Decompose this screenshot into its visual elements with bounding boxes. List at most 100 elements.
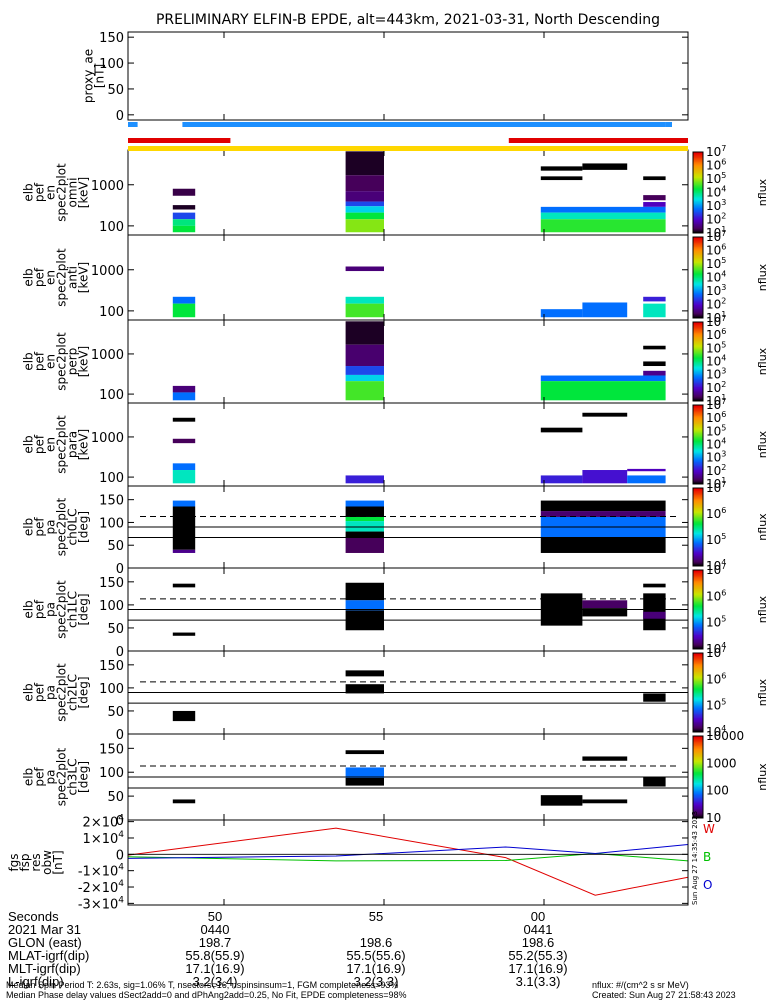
- colorbar-segment: [693, 286, 703, 289]
- fgm-bar: [508, 138, 688, 143]
- colorbar-segment: [693, 307, 703, 310]
- colorbar-segment: [693, 627, 703, 630]
- colorbar-segment: [693, 772, 703, 775]
- colorbar-segment: [693, 435, 703, 438]
- row-mlat-header: MLAT-igrf(dip): [8, 948, 90, 963]
- colorbar-label: nflux: [756, 347, 769, 375]
- colorbar-segment: [693, 251, 703, 254]
- tick-exponent: 4: [118, 895, 124, 905]
- glon-cell: 198.6: [521, 935, 555, 950]
- colorbar-segment: [693, 693, 703, 696]
- spectrogram-cell: [540, 219, 666, 233]
- colorbar-segment: [693, 638, 703, 641]
- colorbar-segment: [693, 717, 703, 720]
- colorbar-segment: [693, 357, 703, 360]
- colorbar-segment: [693, 247, 703, 250]
- colorbar-segment: [693, 447, 703, 449]
- colorbar-segment: [693, 329, 703, 332]
- colorbar-segment: [693, 755, 703, 757]
- tick-exponent: 1: [721, 225, 726, 234]
- ylabel-line: para: [66, 431, 80, 458]
- spectrogram-cell: [345, 475, 384, 484]
- y-tick-label: 0: [116, 728, 124, 743]
- colorbar-segment: [693, 365, 703, 368]
- colorbar-segment: [693, 815, 703, 818]
- colorbar-segment: [693, 740, 703, 742]
- ylabel-line: [keV]: [77, 177, 91, 208]
- y-tick-label: 0: [116, 814, 124, 829]
- colorbar-segment: [693, 543, 703, 546]
- colorbar-segment: [693, 416, 703, 419]
- colorbar-segment: [693, 375, 703, 378]
- l-cell: 3.1(3.3): [515, 974, 561, 989]
- ylabel-line: [keV]: [77, 262, 91, 293]
- spectrogram-cell: [172, 212, 196, 220]
- status-bars: [128, 122, 688, 151]
- y-tick-label: 1000: [91, 179, 124, 194]
- ylabel-line: spec2plot: [55, 415, 69, 474]
- colorbar-segment: [693, 752, 703, 755]
- seconds-cell: 00: [530, 909, 546, 924]
- colorbar-segment: [693, 560, 703, 563]
- spectrogram-cell: [540, 427, 583, 433]
- colorbar-segment: [693, 809, 703, 812]
- ylabel-line: pa: [44, 685, 58, 700]
- colorbar-segment: [693, 179, 703, 181]
- colorbar-segment: [693, 630, 703, 633]
- tick-exponent: 3: [721, 367, 726, 376]
- colorbar-segment: [693, 708, 703, 711]
- footer-line1: Median Spin Period T: 2.63s, sig=1.06% T…: [6, 980, 399, 990]
- spectrogram-cell: [172, 710, 196, 722]
- colorbar-segment: [693, 759, 703, 762]
- ylabel-line: ch3LC: [66, 759, 80, 796]
- tick-exponent: 6: [721, 327, 726, 336]
- colorbar-segment: [693, 621, 703, 624]
- colorbar-segment: [693, 206, 703, 208]
- tick-exponent: 4: [721, 558, 726, 567]
- y-tick-label: 0: [116, 645, 124, 660]
- colorbar-segment: [693, 312, 703, 315]
- colorbar-segment: [693, 726, 703, 729]
- colorbar-segment: [693, 257, 703, 260]
- colorbar-segment: [693, 343, 703, 345]
- colorbar-segment: [693, 763, 703, 766]
- colorbar-segment: [693, 349, 703, 352]
- y-tick-label: 0: [116, 848, 124, 863]
- colorbar-segment: [693, 775, 703, 778]
- colorbar-segment: [693, 465, 703, 468]
- component-label-w: W: [703, 822, 715, 836]
- colorbar-segment: [693, 390, 703, 393]
- colorbar-tick-label: 10000: [706, 729, 744, 743]
- ylabel-line: pef: [33, 767, 47, 787]
- colorbar-segment: [693, 664, 703, 667]
- colorbar-tick-label: 10: [706, 811, 721, 825]
- colorbar-label: nflux: [756, 513, 769, 541]
- colorbar-segment: [693, 325, 703, 328]
- colorbar-segment: [693, 456, 703, 459]
- colorbar-segment: [693, 729, 703, 732]
- y-tick-label: 150: [99, 659, 124, 674]
- ylabel-line: ch1LC: [66, 591, 80, 628]
- mlt-cell: 17.1(16.9): [346, 961, 406, 976]
- colorbar-segment: [693, 152, 703, 154]
- ylabel-line: spec2plot: [55, 497, 69, 556]
- ylabel-line: fgs: [7, 853, 21, 871]
- y-tick-label: 50: [107, 539, 124, 554]
- colorbar-segment: [693, 254, 703, 257]
- colorbar-segment: [693, 327, 703, 330]
- tick-exponent: 6: [721, 671, 726, 680]
- colorbar-segment: [693, 710, 703, 713]
- colorbar-segment: [693, 581, 703, 584]
- time-cell: 0441: [523, 922, 553, 937]
- colorbar-label: nflux: [756, 595, 769, 623]
- colorbar-segment: [693, 553, 703, 555]
- tick-exponent: 4: [721, 354, 726, 363]
- colorbar-segment: [693, 204, 703, 207]
- colorbar-segment: [693, 436, 703, 439]
- y-tick-label: 150: [99, 742, 124, 757]
- y-tick-label: 100: [99, 57, 124, 72]
- tick-exponent: 5: [721, 532, 726, 541]
- colorbar-segment: [693, 476, 703, 478]
- y-tick-label: 100: [99, 388, 124, 403]
